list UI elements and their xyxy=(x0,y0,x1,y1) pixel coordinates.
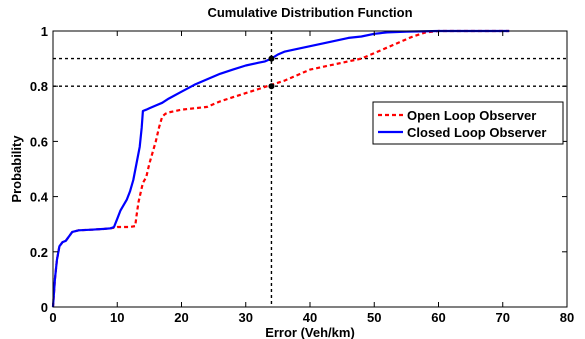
marker-group xyxy=(268,55,275,90)
y-tick-label: 0 xyxy=(41,300,48,315)
y-axis: 0 0.2 0.4 0.6 0.8 1 xyxy=(30,24,567,315)
legend-box xyxy=(372,101,564,145)
x-tick-label: 20 xyxy=(174,310,188,325)
y-tick-label: 0.6 xyxy=(30,134,48,149)
x-axis: 0 10 20 30 40 50 60 70 80 xyxy=(49,31,574,325)
x-axis-title: Error (Veh/km) xyxy=(265,325,355,339)
x-tick-label: 40 xyxy=(303,310,317,325)
x-tick-label: 0 xyxy=(49,310,56,325)
y-tick-label: 1 xyxy=(41,24,48,39)
y-tick-label: 0.8 xyxy=(30,79,48,94)
y-tick-label: 0.2 xyxy=(30,245,48,260)
y-axis-title: Probability xyxy=(9,135,24,203)
x-tick-label: 60 xyxy=(431,310,445,325)
plot-area xyxy=(53,31,567,307)
series-group xyxy=(51,29,510,308)
x-tick-label: 30 xyxy=(239,310,253,325)
reference-point-marker xyxy=(268,55,275,62)
chart-title: Cumulative Distribution Function xyxy=(207,5,412,20)
legend: Open Loop Observer Closed Loop Observer xyxy=(372,101,564,145)
legend-label: Closed Loop Observer xyxy=(407,125,546,140)
series-line-2 xyxy=(51,29,510,308)
reference-point-marker xyxy=(268,83,275,90)
x-tick-label: 50 xyxy=(367,310,381,325)
y-tick-label: 0.4 xyxy=(30,190,49,205)
x-tick-label: 10 xyxy=(110,310,124,325)
legend-label: Open Loop Observer xyxy=(407,108,536,123)
x-tick-label: 80 xyxy=(560,310,574,325)
x-tick-label: 70 xyxy=(496,310,510,325)
reference-lines xyxy=(53,31,567,307)
